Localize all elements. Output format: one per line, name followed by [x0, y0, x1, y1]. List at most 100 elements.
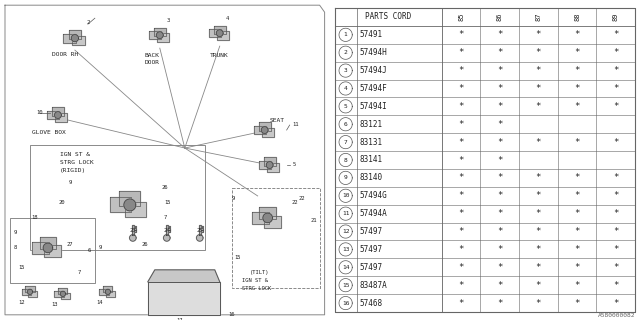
Text: *: *: [536, 48, 541, 57]
Text: 9: 9: [99, 245, 102, 250]
Polygon shape: [148, 31, 161, 39]
Text: 2: 2: [86, 20, 90, 25]
Text: 15: 15: [164, 200, 171, 205]
Text: *: *: [497, 84, 502, 93]
Text: *: *: [574, 227, 580, 236]
Text: *: *: [497, 227, 502, 236]
Polygon shape: [134, 228, 136, 230]
Text: *: *: [613, 30, 618, 39]
Polygon shape: [43, 243, 52, 253]
Polygon shape: [132, 225, 134, 235]
Polygon shape: [209, 29, 221, 37]
Text: *: *: [574, 66, 580, 75]
Bar: [232, 188, 319, 288]
Polygon shape: [26, 286, 35, 292]
Text: *: *: [613, 66, 618, 75]
Text: 57497: 57497: [360, 227, 383, 236]
Polygon shape: [166, 225, 168, 235]
Text: 8: 8: [344, 157, 348, 163]
Text: *: *: [613, 263, 618, 272]
Text: *: *: [613, 102, 618, 111]
Polygon shape: [216, 30, 223, 36]
Text: 3: 3: [344, 68, 348, 73]
Polygon shape: [60, 291, 65, 296]
Text: 83121: 83121: [360, 120, 383, 129]
Text: *: *: [574, 191, 580, 200]
Polygon shape: [40, 237, 56, 249]
Text: *: *: [574, 209, 580, 218]
Polygon shape: [61, 292, 70, 299]
Text: 8: 8: [14, 245, 17, 250]
Polygon shape: [52, 108, 64, 116]
Polygon shape: [124, 199, 136, 211]
Text: *: *: [497, 102, 502, 111]
Text: 57468: 57468: [360, 299, 383, 308]
Text: *: *: [574, 102, 580, 111]
Polygon shape: [264, 216, 281, 228]
Polygon shape: [56, 113, 67, 122]
Text: *: *: [536, 281, 541, 290]
Text: STRG LOCK: STRG LOCK: [242, 286, 271, 291]
Polygon shape: [263, 213, 273, 223]
Text: *: *: [458, 263, 464, 272]
Text: SEAT: SEAT: [269, 118, 285, 123]
Text: 83140: 83140: [360, 173, 383, 182]
Polygon shape: [54, 291, 63, 297]
Polygon shape: [63, 34, 76, 43]
Polygon shape: [214, 26, 226, 34]
Text: 7: 7: [163, 215, 166, 220]
Polygon shape: [201, 226, 203, 228]
Text: *: *: [458, 102, 464, 111]
Text: BACK: BACK: [145, 53, 160, 58]
Text: *: *: [613, 173, 618, 182]
Text: *: *: [497, 156, 502, 164]
Text: *: *: [536, 66, 541, 75]
Text: *: *: [497, 263, 502, 272]
Text: *: *: [574, 173, 580, 182]
Polygon shape: [106, 291, 115, 297]
Text: 9: 9: [232, 196, 236, 201]
Text: 22: 22: [298, 196, 305, 201]
Polygon shape: [264, 157, 276, 166]
Text: *: *: [613, 209, 618, 218]
Polygon shape: [68, 30, 81, 39]
Text: *: *: [574, 48, 580, 57]
Text: *: *: [497, 299, 502, 308]
Text: 83487A: 83487A: [360, 281, 387, 290]
Polygon shape: [119, 191, 140, 206]
Polygon shape: [54, 112, 61, 118]
Polygon shape: [110, 197, 131, 212]
Bar: [30, 145, 205, 250]
Text: *: *: [458, 227, 464, 236]
Text: TRUNK: TRUNK: [210, 53, 228, 58]
Text: *: *: [536, 138, 541, 147]
Text: (RIGID): (RIGID): [60, 168, 86, 173]
Text: 24: 24: [164, 228, 170, 233]
Text: 26: 26: [161, 185, 168, 190]
Polygon shape: [129, 235, 136, 241]
Text: *: *: [536, 209, 541, 218]
Text: *: *: [536, 30, 541, 39]
Text: *: *: [458, 30, 464, 39]
Text: 57494G: 57494G: [360, 191, 387, 200]
Text: *: *: [458, 66, 464, 75]
Text: 23: 23: [129, 228, 136, 233]
Text: *: *: [613, 48, 618, 57]
Text: 4: 4: [344, 86, 348, 91]
Text: 5: 5: [292, 162, 296, 167]
Text: 25: 25: [196, 228, 203, 233]
Polygon shape: [106, 289, 111, 294]
Text: 9: 9: [344, 175, 348, 180]
Text: 3: 3: [166, 18, 170, 23]
Text: 83131: 83131: [360, 138, 383, 147]
Text: IGN ST &: IGN ST &: [60, 152, 90, 157]
Text: 10: 10: [342, 193, 349, 198]
Polygon shape: [156, 32, 163, 38]
Text: 14: 14: [97, 300, 103, 305]
Text: 57497: 57497: [360, 263, 383, 272]
Text: 57497: 57497: [360, 245, 383, 254]
Text: *: *: [458, 120, 464, 129]
Text: 21: 21: [310, 218, 317, 223]
Text: *: *: [458, 156, 464, 164]
Text: *: *: [613, 245, 618, 254]
